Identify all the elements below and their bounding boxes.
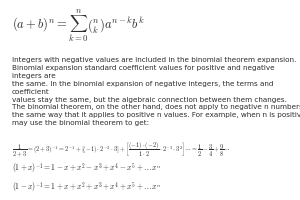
Text: $\dfrac{1}{2+3} = (2+3)^{-1} = 2^{-1} + \left[(-1)\cdot 2^{-2}\cdot 3\right] + \: $\dfrac{1}{2+3} = (2+3)^{-1} = 2^{-1} + … (12, 140, 230, 159)
Text: $(1 - x)^{-1} = 1 + x + x^2 + x^3 + x^4 + x^5 + \ldots x^n$: $(1 - x)^{-1} = 1 + x + x^2 + x^3 + x^4 … (12, 181, 161, 195)
Text: The binomial theorem, on the other hand, does not apply to negative n numbers in: The binomial theorem, on the other hand,… (12, 104, 300, 126)
Text: Integers with negative values are included in the binomial theorem expansion.
Bi: Integers with negative values are includ… (12, 57, 296, 103)
Text: $(a + b)^n = \sum_{k=0}^{n} \binom{n}{k} a^{n-k} b^k$: $(a + b)^n = \sum_{k=0}^{n} \binom{n}{k}… (12, 7, 145, 44)
Text: $(1 + x)^{-1} = 1 - x + x^2 - x^3 + x^4 - x^5 + \ldots x^n$: $(1 + x)^{-1} = 1 - x + x^2 - x^3 + x^4 … (12, 162, 161, 176)
